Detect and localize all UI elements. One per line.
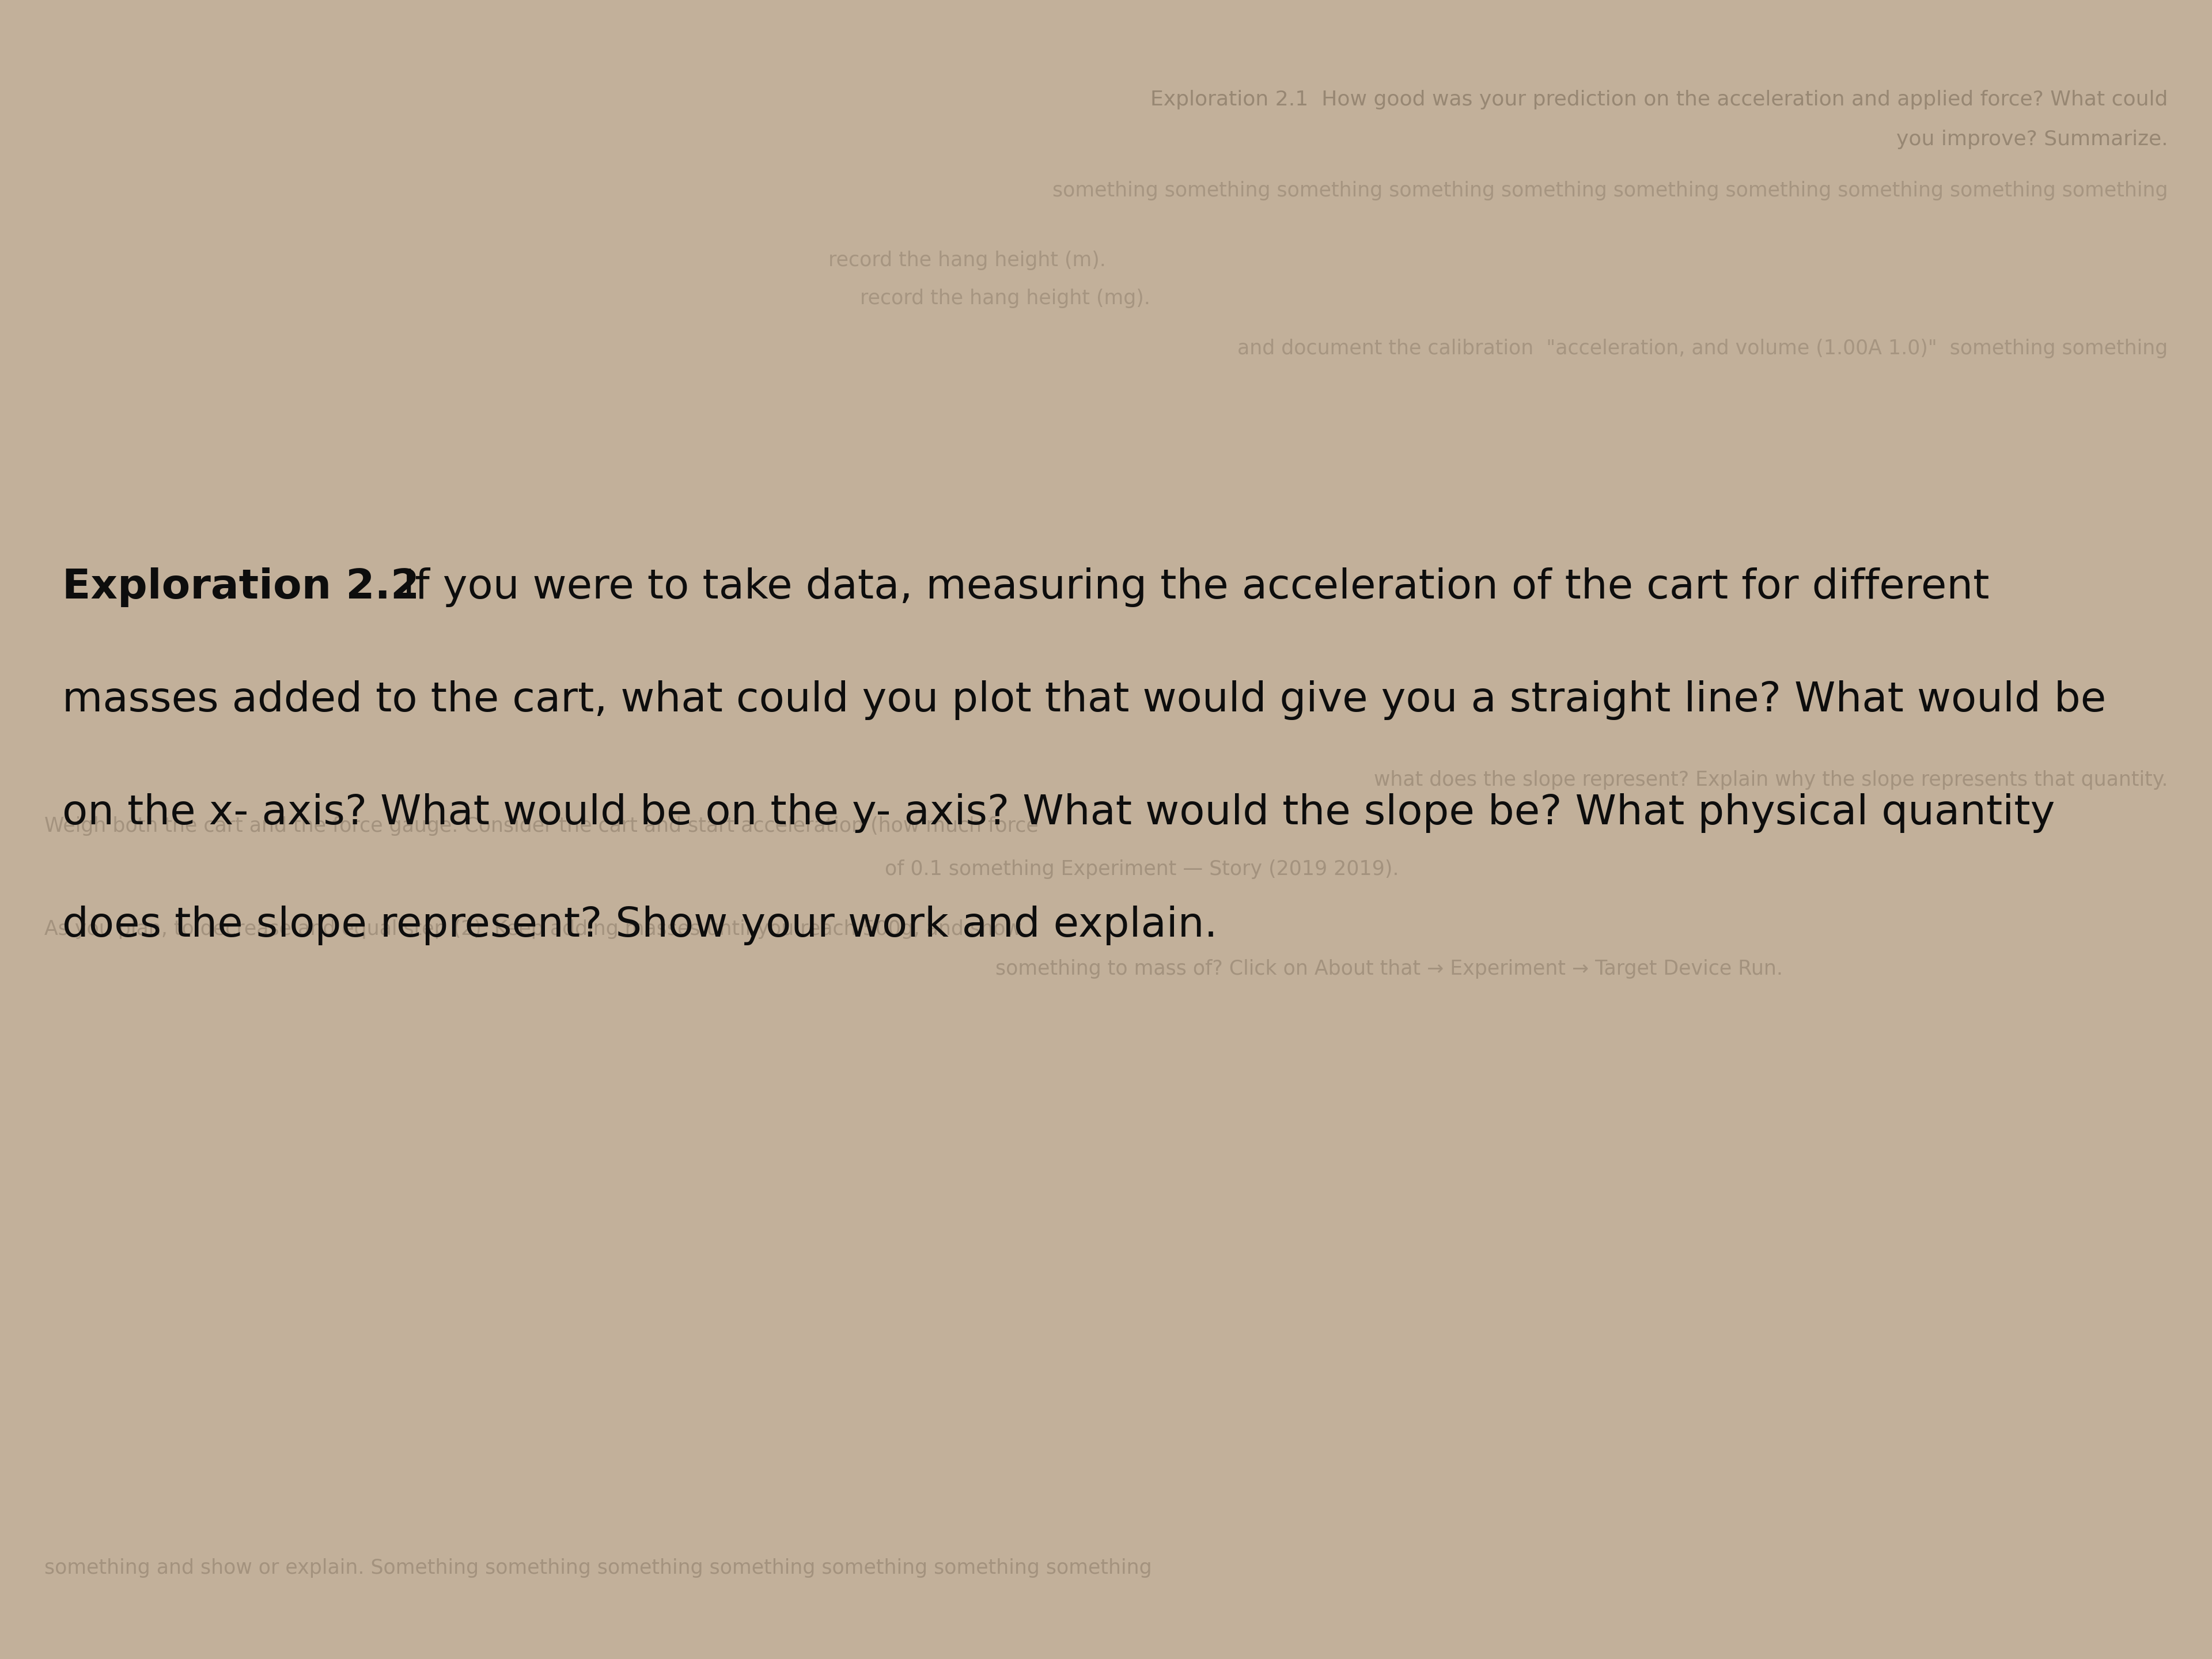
Text: on the x- axis? What would be on the y- axis? What would the slope be? What phys: on the x- axis? What would be on the y- …	[62, 793, 2055, 833]
Text: If you were to take data, measuring the acceleration of the cart for different: If you were to take data, measuring the …	[389, 567, 1989, 607]
Text: Exploration 2.1  How good was your prediction on the acceleration and applied fo: Exploration 2.1 How good was your predic…	[1150, 90, 2168, 109]
Text: does the slope represent? Show your work and explain.: does the slope represent? Show your work…	[62, 906, 1217, 946]
Text: something to mass of? Click on About that → Experiment → Target Device Run.: something to mass of? Click on About tha…	[995, 959, 1783, 979]
Text: Weigh both the cart and the force gauge. Consider the cart and start acceleratio: Weigh both the cart and the force gauge.…	[44, 816, 1037, 836]
Text: Exploration 2.2: Exploration 2.2	[62, 567, 420, 607]
Text: record the hang height (mg).: record the hang height (mg).	[860, 289, 1150, 309]
Text: As you plan, to decrease and equal step (2). Keep adding masses until you reach : As you plan, to decrease and equal step …	[44, 919, 1022, 939]
Text: record the hang height (m).: record the hang height (m).	[830, 251, 1106, 270]
Text: something something something something something something something something : something something something something …	[1053, 181, 2168, 201]
Text: what does the slope represent? Explain why the slope represents that quantity.: what does the slope represent? Explain w…	[1374, 770, 2168, 790]
Text: something and show or explain. Something something something something something: something and show or explain. Something…	[44, 1558, 1152, 1578]
Text: of 0.1 something Experiment — Story (2019 2019).: of 0.1 something Experiment — Story (201…	[885, 859, 1398, 879]
Text: masses added to the cart, what could you plot that would give you a straight lin: masses added to the cart, what could you…	[62, 680, 2106, 720]
Text: you improve? Summarize.: you improve? Summarize.	[1896, 129, 2168, 149]
Text: and document the calibration  "acceleration, and volume (1.00A 1.0)"  something : and document the calibration "accelerati…	[1237, 338, 2168, 358]
